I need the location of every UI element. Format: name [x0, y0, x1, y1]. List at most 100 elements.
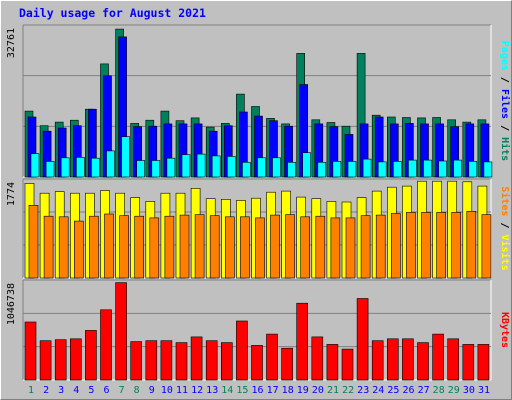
bar-kbytes-day-8 [130, 341, 142, 381]
bar-pages-day-1 [30, 153, 40, 178]
x-tick-label-6: 6 [103, 385, 109, 396]
bar-kbytes-day-24 [371, 340, 384, 381]
bar-kbytes-day-27 [417, 342, 429, 381]
panel-visits-sites: 1774 Sites / Visits [6, 178, 511, 279]
bar-pages-day-23 [362, 158, 372, 178]
bar-pages-day-3 [60, 157, 70, 178]
bar-pages-day-30 [468, 161, 478, 178]
x-tick-label-31: 31 [478, 385, 490, 396]
bar-sites-day-13 [209, 215, 220, 279]
bar-pages-day-20 [317, 162, 327, 178]
bar-kbytes-day-21 [326, 344, 339, 381]
bar-pages-day-14 [227, 156, 236, 178]
x-tick-label-2: 2 [43, 385, 49, 396]
bar-sites-day-20 [315, 215, 326, 279]
bar-pages-day-19 [302, 152, 312, 178]
bar-sites-day-15 [240, 216, 250, 279]
bar-kbytes-day-26 [402, 338, 414, 381]
bar-pages-day-17 [272, 157, 281, 178]
bar-sites-day-21 [330, 217, 341, 279]
bar-pages-day-29 [453, 159, 463, 178]
bar-sites-day-29 [451, 212, 462, 279]
bar-kbytes-day-15 [236, 320, 248, 381]
bar-pages-day-15 [242, 162, 251, 178]
legend-kbytes: KBytes [499, 312, 510, 348]
x-tick-label-25: 25 [387, 385, 399, 396]
x-tick-label-4: 4 [73, 385, 79, 396]
bar-sites-day-18 [285, 214, 295, 279]
bar-sites-day-16 [255, 217, 265, 279]
bar-kbytes-day-11 [175, 342, 188, 381]
x-axis-labels: 1 2 3 4 5 6 7 8 9 10 11 12 13 14 15 16 17 18 19 20 21 22 23 24 2… [28, 385, 490, 396]
x-tick-label-8: 8 [134, 385, 140, 396]
x-tick-label-23: 23 [357, 385, 369, 396]
bar-kbytes-day-12 [190, 336, 203, 381]
bar-pages-day-5 [91, 157, 100, 178]
bar-kbytes-day-22 [341, 348, 354, 381]
bar-pages-day-2 [45, 161, 55, 178]
legend-files: Files [499, 89, 511, 119]
bar-pages-day-31 [483, 161, 493, 178]
bar-pages-day-11 [181, 154, 191, 178]
bar-sites-day-31 [481, 214, 492, 279]
axis-max-label: 32761 [6, 28, 17, 58]
bar-sites-day-4 [74, 220, 84, 279]
bar-pages-day-26 [408, 159, 417, 178]
bar-kbytes-day-23 [356, 298, 369, 381]
x-tick-label-18: 18 [282, 385, 294, 396]
bar-pages-day-12 [196, 153, 206, 178]
bar-kbytes-day-13 [205, 340, 218, 381]
series-legend: Pages / Files / Hits [499, 41, 511, 161]
chart-title: Daily usage for August 2021 [19, 6, 206, 20]
bar-pages-day-10 [166, 157, 176, 178]
x-tick-label-12: 12 [191, 385, 203, 396]
bar-kbytes-day-18 [281, 347, 293, 381]
bar-pages-day-25 [392, 161, 402, 178]
bar-sites-day-23 [360, 215, 371, 279]
bar-pages-day-8 [136, 160, 145, 178]
bar-sites-day-7 [119, 215, 129, 279]
legend-separator: / [499, 119, 510, 137]
x-tick-label-19: 19 [297, 385, 309, 396]
legend-separator: / [499, 71, 510, 89]
legend-sites: Sites [499, 186, 511, 216]
bar-kbytes-day-20 [311, 336, 324, 381]
axis-max-label: 1774 [6, 182, 17, 206]
series-legend: Sites / Visits [499, 186, 511, 270]
x-tick-label-15: 15 [236, 385, 248, 396]
bar-pages-day-4 [76, 157, 85, 178]
legend-separator: / [499, 216, 510, 234]
x-tick-label-9: 9 [149, 385, 155, 396]
bar-sites-day-5 [89, 215, 99, 279]
x-tick-label-1: 1 [28, 385, 34, 396]
bar-kbytes-day-29 [447, 338, 460, 381]
legend-hits: Hits [499, 137, 511, 161]
bar-sites-day-14 [225, 216, 235, 279]
x-tick-label-13: 13 [206, 385, 218, 396]
panel-hits-files-pages: 32761 Pages / Files / Hits [6, 24, 511, 178]
bar-kbytes-day-14 [221, 342, 233, 381]
legend-pages: Pages [499, 41, 510, 71]
bar-sites-day-11 [179, 214, 190, 279]
bar-kbytes-day-6 [100, 309, 112, 381]
bar-sites-day-28 [436, 212, 446, 279]
bar-pages-day-22 [347, 161, 357, 178]
bar-kbytes-day-28 [432, 333, 444, 381]
bar-kbytes-day-31 [477, 344, 490, 381]
bar-kbytes-day-30 [462, 344, 475, 381]
bar-pages-day-28 [438, 160, 447, 178]
bar-sites-day-9 [149, 217, 160, 279]
bar-sites-day-30 [466, 211, 477, 279]
bar-sites-day-26 [406, 212, 416, 279]
x-tick-label-21: 21 [327, 385, 339, 396]
bar-pages-day-21 [332, 161, 342, 178]
bar-sites-day-22 [345, 217, 356, 279]
bar-sites-day-27 [421, 212, 431, 279]
bar-sites-day-19 [300, 216, 311, 279]
x-tick-label-22: 22 [342, 385, 354, 396]
bar-sites-day-8 [134, 215, 144, 279]
x-tick-label-11: 11 [176, 385, 188, 396]
bar-sites-day-2 [43, 215, 54, 279]
bar-pages-day-6 [106, 150, 115, 178]
x-tick-label-20: 20 [312, 385, 324, 396]
